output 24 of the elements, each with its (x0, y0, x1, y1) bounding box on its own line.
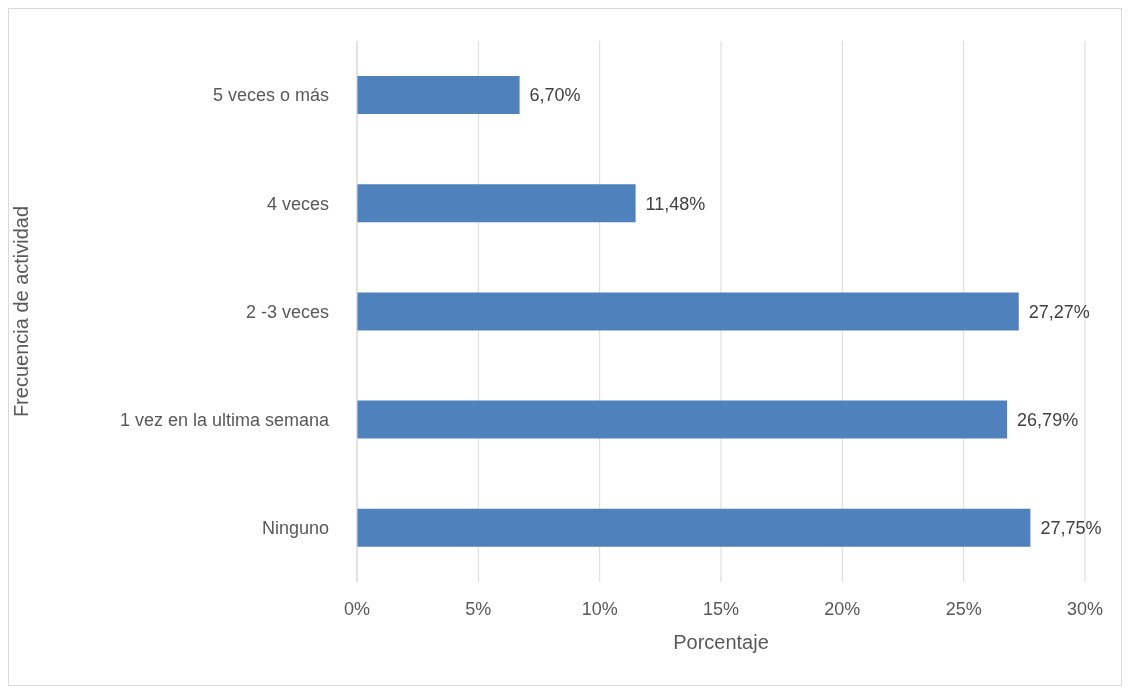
y-tick-label: Ninguno (261, 518, 329, 539)
bar (357, 292, 1019, 331)
y-tick-label: 4 veces (266, 193, 329, 214)
bar (357, 184, 636, 223)
data-label: 26,79% (1017, 409, 1079, 430)
bar (357, 76, 520, 114)
bar (357, 400, 1008, 439)
y-tick-label: 5 veces o más (212, 85, 329, 106)
x-tick-label: 30% (1066, 598, 1104, 619)
data-label: 11,48% (645, 193, 706, 214)
y-axis-title: Frecuencia de actividad (10, 205, 33, 418)
y-tick-label: 1 vez en la ultima semana (119, 410, 330, 431)
x-tick-label: 5% (465, 598, 492, 619)
data-label: 27,75% (1040, 518, 1102, 539)
data-label: 6,70% (529, 85, 581, 106)
bar (357, 508, 1031, 547)
x-tick-label: 20% (824, 598, 861, 619)
x-tick-label: 25% (945, 598, 982, 619)
x-tick-label: 15% (702, 598, 740, 619)
x-tick-label: 10% (581, 598, 618, 619)
x-tick-label: 0% (343, 598, 371, 619)
y-tick-label: 2 -3 veces (245, 301, 329, 322)
data-label: 27,27% (1028, 301, 1090, 322)
x-axis-title: Porcentaje (673, 631, 769, 653)
